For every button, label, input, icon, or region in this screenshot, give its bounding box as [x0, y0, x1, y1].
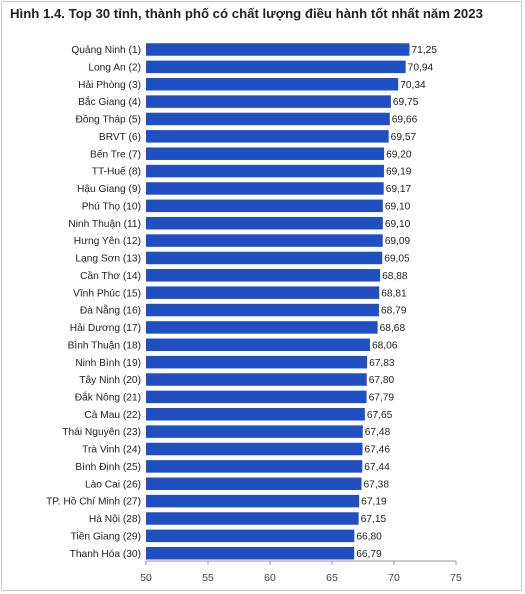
data-label: 69,66 — [392, 115, 418, 126]
bar — [146, 338, 370, 352]
category-label: Tiền Giang (29) — [71, 530, 141, 542]
category-label: Thanh Hóa (30) — [70, 549, 141, 560]
data-label: 69,20 — [386, 149, 412, 160]
category-label: Cần Thơ (14) — [80, 270, 141, 282]
category-label: Bình Định (25) — [75, 462, 141, 473]
data-label: 68,68 — [380, 323, 406, 334]
bar — [146, 112, 390, 126]
category-label: Bến Tre (7) — [90, 148, 141, 160]
data-label: 69,10 — [385, 201, 411, 212]
data-label: 67,38 — [364, 479, 390, 490]
data-label: 69,05 — [384, 254, 410, 265]
data-label: 67,83 — [369, 358, 395, 369]
data-label: 68,88 — [382, 271, 408, 282]
category-label: Lạng Sơn (13) — [75, 254, 141, 265]
category-label: Hưng Yên (12) — [74, 236, 141, 247]
category-label: Đắk Nông (21) — [75, 391, 141, 404]
category-label: Hải Phòng (3) — [78, 80, 141, 91]
x-tick-label: 75 — [450, 572, 462, 584]
data-label: 67,79 — [369, 393, 395, 404]
bar — [146, 164, 384, 178]
bar — [146, 147, 385, 160]
category-label: Đà Nẵng (16) — [80, 304, 141, 317]
x-tick-label: 50 — [140, 572, 152, 584]
bar — [146, 303, 379, 317]
data-label: 70,94 — [408, 62, 434, 73]
x-tick-label: 65 — [326, 572, 338, 584]
data-label: 66,80 — [356, 531, 382, 542]
bar — [146, 77, 399, 91]
bar — [146, 408, 365, 421]
data-label: 67,46 — [365, 445, 391, 456]
category-label: Ninh Thuận (11) — [68, 219, 141, 230]
data-label: 71,25 — [412, 45, 438, 56]
bar — [146, 321, 378, 334]
bar — [146, 477, 362, 490]
category-label: TP. Hồ Chí Minh (27) — [46, 496, 141, 508]
bar — [146, 512, 359, 525]
bar — [146, 199, 383, 213]
category-label: Lào Cai (26) — [85, 479, 141, 490]
category-label: Phú Thọ (10) — [82, 201, 141, 212]
data-label: 69,09 — [385, 236, 411, 247]
category-label: BRVT (6) — [99, 132, 141, 143]
data-label: 68,81 — [381, 288, 407, 299]
data-label: 67,65 — [367, 410, 393, 421]
category-label: Hải Dương (17) — [70, 323, 141, 334]
data-label: 66,79 — [356, 549, 382, 560]
bar — [146, 43, 410, 56]
data-label: 70,34 — [400, 80, 426, 91]
data-label: 68,79 — [381, 306, 407, 317]
bar — [146, 373, 367, 386]
data-label: 67,19 — [361, 497, 387, 508]
category-label: Trà Vinh (24) — [82, 445, 141, 456]
data-label: 67,44 — [364, 462, 390, 473]
bar — [146, 269, 381, 282]
category-label: Ninh Bình (19) — [75, 358, 141, 369]
category-label: Cà Mau (22) — [84, 410, 141, 421]
bar — [146, 529, 355, 543]
category-label: Vĩnh Phúc (15) — [73, 288, 141, 299]
bar — [146, 130, 389, 143]
category-label: Đồng Tháp (5) — [75, 114, 141, 126]
data-label: 67,80 — [369, 375, 395, 386]
bar — [146, 182, 384, 195]
category-label: Hậu Giang (9) — [77, 184, 141, 195]
data-label: 69,10 — [385, 219, 411, 230]
x-tick-label: 55 — [202, 572, 214, 584]
bar — [146, 234, 383, 247]
data-label: 69,19 — [386, 167, 412, 178]
bar — [146, 286, 380, 299]
data-label: 67,15 — [361, 514, 387, 525]
bar — [146, 442, 363, 456]
bar — [146, 460, 363, 473]
data-label: 69,17 — [386, 184, 412, 195]
bar — [146, 355, 368, 369]
bar — [146, 60, 406, 74]
category-label: Bắc Giang (4) — [78, 95, 141, 108]
category-label: Quảng Ninh (1) — [71, 45, 141, 56]
data-label: 69,75 — [393, 97, 419, 108]
data-label: 69,57 — [391, 132, 417, 143]
x-tick-label: 60 — [264, 572, 276, 584]
chart-title: Hình 1.4. Top 30 tỉnh, thành phố có chất… — [10, 6, 483, 21]
category-label: Long An (2) — [88, 62, 141, 73]
bar — [146, 494, 360, 508]
bar — [146, 216, 383, 230]
category-label: TT-Huế (8) — [92, 166, 141, 178]
data-label: 67,48 — [365, 427, 391, 438]
category-label: Thái Nguyên (23) — [62, 427, 141, 438]
bar — [146, 390, 367, 404]
bar — [146, 251, 383, 265]
bar — [146, 425, 363, 438]
x-tick-label: 70 — [388, 572, 400, 584]
bar — [146, 95, 391, 108]
data-label: 68,06 — [372, 340, 398, 351]
category-label: Bình Thuận (18) — [68, 340, 141, 351]
category-label: Hà Nội (28) — [89, 514, 141, 525]
bar — [146, 546, 355, 560]
category-label: Tây Ninh (20) — [79, 375, 141, 386]
